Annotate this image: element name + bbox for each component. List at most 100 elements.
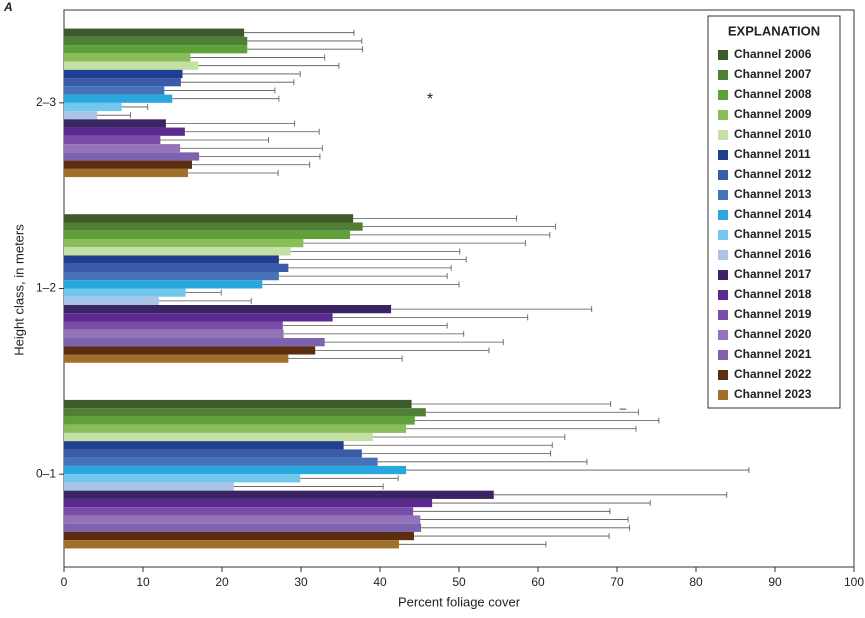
error-bar — [283, 330, 465, 337]
legend-swatch — [718, 110, 728, 120]
bar — [64, 45, 248, 54]
bar — [64, 399, 412, 409]
legend-swatch — [718, 70, 728, 80]
legend-label: Channel 2009 — [734, 107, 812, 121]
x-tick-label: 40 — [373, 575, 387, 589]
legend-swatch — [718, 250, 728, 260]
error-bar — [233, 483, 384, 490]
error-bar — [191, 161, 311, 168]
legend-label: Channel 2023 — [734, 387, 812, 401]
legend-swatch — [718, 330, 728, 340]
bar — [64, 296, 159, 306]
error-bar — [290, 248, 461, 255]
error-bar — [406, 425, 637, 432]
error-bar — [282, 322, 448, 329]
bar — [64, 507, 414, 516]
bar — [64, 144, 181, 153]
x-tick-label: 0 — [61, 575, 68, 589]
bar — [64, 346, 316, 355]
error-bar — [421, 524, 631, 531]
x-tick-label: 60 — [531, 575, 545, 589]
error-bar — [343, 442, 553, 449]
bar — [64, 61, 199, 70]
bar — [64, 329, 284, 339]
bar — [64, 313, 333, 322]
x-tick-label: 20 — [215, 575, 229, 589]
error-bar — [121, 103, 149, 110]
bar — [64, 523, 422, 532]
y-tick-label: 1–2 — [36, 281, 56, 295]
legend-frame — [707, 15, 841, 409]
bar — [64, 424, 407, 433]
x-tick-label: 90 — [768, 575, 782, 589]
legend-swatch — [718, 50, 728, 60]
legend-title: EXPLANATION — [728, 23, 820, 38]
bar — [64, 255, 279, 264]
error-bar — [432, 500, 651, 507]
legend-label: Channel 2007 — [734, 67, 812, 81]
error-bar — [414, 417, 660, 424]
legend-label: Channel 2022 — [734, 367, 812, 381]
bar — [64, 432, 373, 442]
bar — [64, 338, 325, 347]
bar — [64, 28, 245, 37]
bar — [64, 247, 291, 256]
bar — [64, 531, 414, 541]
legend-swatch — [718, 170, 728, 180]
bar — [64, 474, 301, 483]
error-bar — [398, 541, 547, 548]
error-bar — [372, 434, 566, 441]
legend-label: Channel 2019 — [734, 307, 812, 321]
error-bar — [199, 153, 321, 160]
bar — [64, 408, 426, 417]
legend-label: Channel 2006 — [734, 47, 812, 61]
error-bar — [180, 79, 295, 86]
legend-label: Channel 2011 — [734, 147, 811, 161]
bar — [64, 321, 283, 330]
error-bar — [413, 508, 611, 515]
legend-swatch — [718, 270, 728, 280]
legend-label: Channel 2016 — [734, 247, 812, 261]
legend-swatch — [718, 90, 728, 100]
error-bar — [190, 54, 326, 61]
bar — [64, 168, 189, 178]
error-bar — [182, 70, 301, 77]
error-bar — [332, 314, 529, 321]
bar — [64, 36, 248, 46]
error-bar — [425, 409, 639, 416]
error-bar — [324, 339, 504, 346]
bar — [64, 271, 279, 281]
legend-swatch — [718, 130, 728, 140]
error-bar — [420, 516, 629, 523]
bar — [64, 465, 407, 475]
y-axis-label: Height class, in meters — [11, 224, 26, 356]
legend-swatch — [718, 150, 728, 160]
legend-label: Channel 2013 — [734, 187, 812, 201]
error-bar — [278, 256, 467, 263]
bar — [64, 482, 234, 491]
legend-swatch — [718, 350, 728, 360]
error-bar — [349, 231, 551, 238]
error-bar — [362, 223, 556, 230]
legend-label: Channel 2008 — [734, 87, 812, 101]
annotation: – — [620, 401, 627, 415]
bar — [64, 111, 98, 120]
legend-label: Channel 2020 — [734, 327, 812, 341]
bar — [64, 69, 183, 79]
bar — [64, 457, 378, 466]
x-tick-label: 100 — [844, 575, 864, 589]
x-tick-label: 10 — [136, 575, 150, 589]
bar — [64, 214, 354, 223]
error-bar — [172, 95, 280, 102]
bar — [64, 540, 399, 549]
bar — [64, 94, 173, 103]
bar — [64, 498, 433, 508]
error-bar — [377, 458, 588, 465]
legend-swatch — [718, 310, 728, 320]
legend-swatch — [718, 370, 728, 380]
error-bar — [411, 401, 612, 408]
error-bar — [160, 136, 270, 143]
legend-label: Channel 2014 — [734, 207, 812, 221]
error-bar — [413, 533, 610, 540]
